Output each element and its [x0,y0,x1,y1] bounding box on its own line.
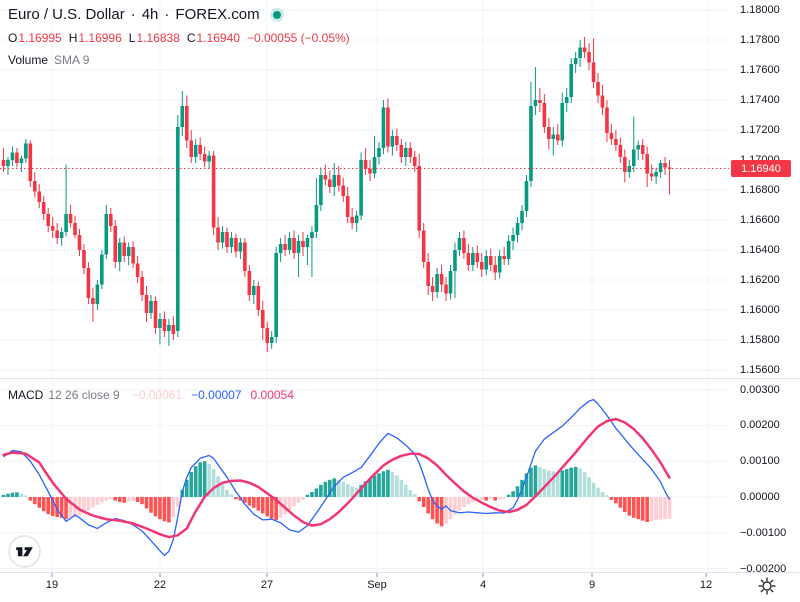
time-axis-label: 27 [260,579,274,591]
macd-histogram [1,461,672,527]
time-axis-label: Sep [367,579,387,591]
macd-params: 12 26 close 9 [48,388,120,402]
time-axis-label: 12 [699,579,713,591]
macd-signal-line [2,417,671,539]
macd-label[interactable]: MACD [8,388,44,402]
title-separator: · [164,6,170,23]
macd-axis-label: 0.00300 [740,383,780,396]
exchange-label[interactable]: FOREX.com [175,6,260,23]
last-price-badge: 1.16940 [731,160,791,177]
price-axis-label: 1.16800 [740,184,780,196]
volume-label[interactable]: Volume [8,53,49,67]
candlestick-series [1,37,672,352]
macd-histogram-value: −0.00061 [131,388,183,402]
macd-legend[interactable]: MACD 12 26 close 9 −0.00061 −0.00007 0.0… [8,388,303,402]
open-label: O [8,31,18,45]
time-axis-label: 4 [479,579,487,591]
price-axis-label: 1.15800 [740,334,780,346]
low-value: 1.16838 [136,31,180,45]
settings-gear-icon[interactable] [756,575,778,602]
macd-axis-label: −0.00200 [740,562,787,575]
symbol-legend[interactable]: Euro / U.S. Dollar · 4h · FOREX.com [8,6,284,23]
volume-sma-label: SMA 9 [54,53,90,67]
title-separator: · [130,6,136,23]
macd-axis-label: −0.00100 [740,526,787,539]
price-axis-label: 1.16200 [740,274,780,286]
low-label: L [128,31,136,45]
macd-axis-label: 0.00200 [740,419,780,432]
time-axis-label: 22 [153,579,167,591]
time-axis-separator [0,572,800,573]
macd-axis-label: 0.00000 [740,491,780,503]
macd-axis-label: 0.00100 [740,455,780,468]
close-label: C [186,31,196,45]
price-axis-label: 1.17400 [740,94,780,106]
high-label: H [68,31,78,45]
macd-signal-value: 0.00054 [250,388,294,402]
price-axis-label: 1.17800 [740,34,780,46]
price-axis-label: 1.16600 [740,214,780,226]
price-axis-label: 1.16400 [740,244,780,256]
price-axis-label: 1.18000 [740,4,780,16]
open-value: 1.16995 [18,31,62,45]
high-value: 1.16996 [78,31,122,45]
pane-separator[interactable] [0,378,800,379]
price-axis-label: 1.16000 [740,304,780,316]
ohlc-values-row: O 1.16995 H 1.16996 L 1.16838 C 1.16940 … [8,31,350,45]
symbol-title[interactable]: Euro / U.S. Dollar [8,6,125,23]
macd-line-value: −0.00007 [191,388,242,402]
volume-legend[interactable]: Volume SMA 9 [8,53,89,67]
macd-line [3,398,671,557]
market-open-dot-icon[interactable] [269,7,284,22]
time-axis-label: 19 [45,579,59,591]
close-value: 1.16940 [196,31,240,45]
price-axis-label: 1.17600 [740,64,780,76]
price-axis-label: 1.17200 [740,124,780,136]
change-value: −0.00055 (−0.05%) [246,31,350,45]
tradingview-logo-icon[interactable] [8,535,41,573]
interval-label[interactable]: 4h [141,6,159,23]
time-axis-label: 9 [588,579,596,591]
price-axis-label: 1.15600 [740,364,780,376]
